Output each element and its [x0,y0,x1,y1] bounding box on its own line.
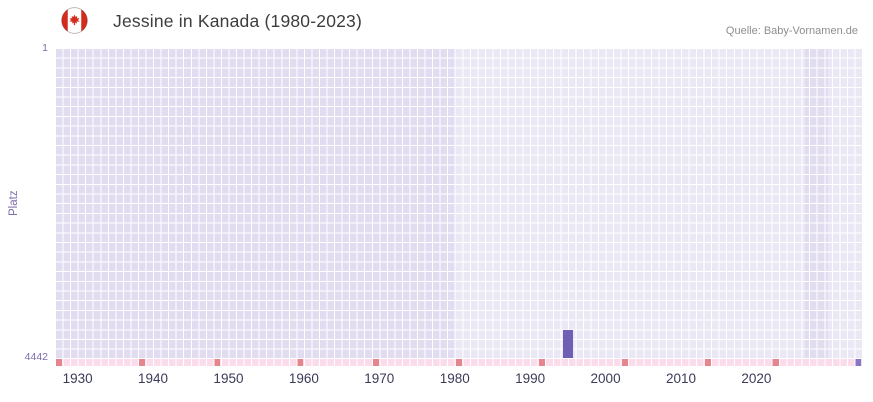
timeline-end-marker [855,359,862,366]
timeline-marker-2013 [704,359,711,366]
timeline-marker-1938 [138,359,145,366]
x-tick-1990: 1990 [515,371,546,386]
timeline-marker-1969 [372,359,379,366]
x-axis-ticks: 1930 1940 1950 1960 1970 1980 1990 2000 2010 2020 [55,371,862,389]
chart-title: Jessine in Kanada (1980-2023) [113,11,363,31]
canada-flag-icon [61,7,88,34]
x-tick-2010: 2010 [665,371,697,386]
x-tick-1930: 1930 [62,371,93,386]
timeline-marker-1959 [297,359,304,366]
timeline-marker-1980 [455,359,462,366]
source-label: Quelle: Baby-Vornamen.de [725,25,858,37]
timeline-marker-2002 [621,359,628,366]
timeline-marker-2022 [772,359,779,366]
x-tick-1940: 1940 [138,371,169,386]
plot-area [55,48,862,358]
x-tick-2000: 2000 [590,371,621,386]
x-tick-1960: 1960 [288,371,319,386]
timeline-marker-1927 [56,359,63,366]
x-tick-1980: 1980 [439,371,470,386]
x-tick-2020: 2020 [741,371,772,386]
y-tick-top: 1 [42,42,48,54]
x-tick-1950: 1950 [213,371,244,386]
x-tick-1970: 1970 [364,371,395,386]
rank-bar-1995 [562,329,573,358]
timeline-strip [55,359,862,366]
grid-lines [55,48,862,358]
y-axis-title: Platz [8,190,20,216]
timeline-marker-1948 [214,359,221,366]
timeline-marker-1991 [538,359,545,366]
y-tick-bottom: 4442 [24,351,48,363]
